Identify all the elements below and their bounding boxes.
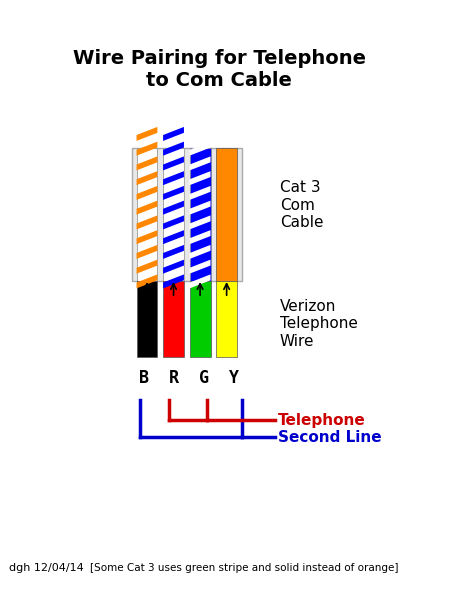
Polygon shape: [163, 230, 184, 244]
Polygon shape: [190, 186, 211, 200]
Text: Telephone: Telephone: [278, 413, 366, 428]
Text: Second Line: Second Line: [278, 430, 382, 445]
Polygon shape: [137, 186, 157, 200]
Polygon shape: [190, 142, 211, 155]
Polygon shape: [190, 230, 211, 244]
Polygon shape: [163, 142, 184, 155]
Polygon shape: [163, 186, 184, 200]
Bar: [216, 281, 237, 357]
Bar: [137, 148, 157, 281]
Bar: [132, 148, 242, 281]
Polygon shape: [190, 260, 211, 274]
Polygon shape: [137, 171, 157, 185]
Polygon shape: [137, 230, 157, 244]
Polygon shape: [163, 127, 184, 141]
Bar: [163, 148, 184, 281]
Polygon shape: [190, 215, 211, 229]
Polygon shape: [190, 245, 211, 259]
Polygon shape: [137, 260, 157, 274]
Polygon shape: [137, 157, 157, 170]
Polygon shape: [163, 200, 184, 215]
Polygon shape: [163, 245, 184, 259]
Polygon shape: [137, 215, 157, 229]
Polygon shape: [163, 157, 184, 170]
Polygon shape: [190, 157, 211, 170]
Polygon shape: [190, 171, 211, 185]
Polygon shape: [190, 200, 211, 215]
Text: Cat 3
Com
Cable: Cat 3 Com Cable: [280, 180, 323, 230]
Polygon shape: [163, 171, 184, 185]
Text: B  R  G  Y: B R G Y: [139, 369, 239, 387]
Polygon shape: [190, 274, 211, 289]
Text: dgh 12/04/14: dgh 12/04/14: [9, 563, 84, 573]
Polygon shape: [163, 274, 184, 289]
Polygon shape: [163, 260, 184, 274]
Bar: [137, 281, 157, 357]
Polygon shape: [137, 274, 157, 289]
Polygon shape: [163, 215, 184, 229]
Bar: [216, 148, 237, 281]
Polygon shape: [137, 245, 157, 259]
Text: Verizon
Telephone
Wire: Verizon Telephone Wire: [280, 299, 357, 349]
Bar: [163, 281, 184, 357]
Bar: [190, 281, 211, 357]
Bar: [190, 148, 211, 281]
Polygon shape: [137, 142, 157, 155]
Polygon shape: [137, 127, 157, 141]
Polygon shape: [137, 200, 157, 215]
Polygon shape: [190, 127, 211, 141]
Text: [Some Cat 3 uses green stripe and solid instead of orange]: [Some Cat 3 uses green stripe and solid …: [90, 563, 399, 573]
Text: Wire Pairing for Telephone
to Com Cable: Wire Pairing for Telephone to Com Cable: [73, 49, 365, 90]
